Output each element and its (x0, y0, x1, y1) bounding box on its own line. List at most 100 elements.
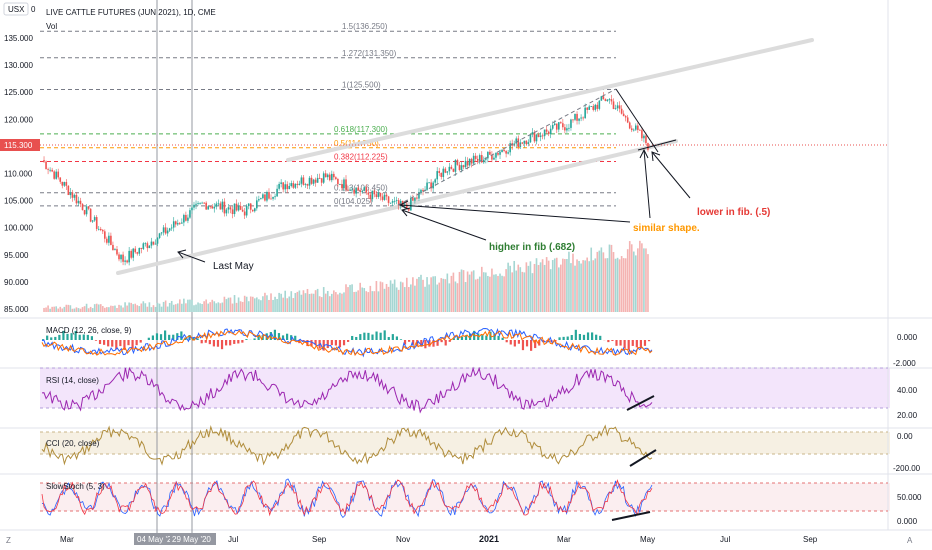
candle-body (549, 128, 552, 135)
candle-body (464, 160, 467, 168)
macd-histogram-bar (98, 340, 102, 345)
candle-body (59, 177, 62, 182)
volume-bar (136, 305, 139, 312)
volume-bar (152, 305, 155, 312)
macd-histogram-bar (570, 335, 573, 340)
macd-histogram-bar (310, 340, 313, 347)
volume-bar (564, 259, 566, 312)
volume-bar (108, 307, 110, 312)
volume-bar (162, 301, 165, 312)
candle-body (602, 96, 605, 100)
macd-histogram-bar (489, 331, 492, 340)
candle-body (294, 183, 297, 188)
volume-bar (91, 308, 94, 312)
volume-bar (258, 299, 260, 312)
volume-bar (637, 248, 639, 312)
candle-body (156, 237, 159, 244)
candle-body (588, 106, 591, 110)
macd-histogram-bar (176, 333, 179, 340)
volume-bar (343, 292, 345, 312)
candle-body (503, 149, 505, 151)
volume-bar (185, 303, 187, 312)
volume-bar (385, 283, 388, 312)
candle-body (442, 168, 445, 177)
volume-bar (448, 283, 451, 312)
volume-bar (324, 293, 327, 312)
candle-body (450, 166, 453, 169)
volume-bar (628, 241, 631, 312)
candle-body (63, 182, 66, 186)
macd-histogram-bar (505, 340, 508, 343)
volume-bar (379, 281, 382, 312)
volume-bars (43, 240, 649, 312)
candle-body (260, 198, 262, 200)
volume-bar (553, 258, 556, 312)
candle-body (620, 108, 623, 114)
volume-bar (57, 308, 60, 312)
candle-body (197, 203, 199, 204)
volume-bar (393, 279, 396, 312)
stoch-tick-0: 50.000 (897, 493, 922, 502)
candle-body (318, 177, 321, 179)
time-label-9: Sep (803, 535, 818, 544)
candle-body (369, 194, 372, 200)
volume-bar (489, 276, 491, 312)
volume-bar (630, 244, 633, 312)
candle-body (142, 243, 145, 249)
volume-bar (199, 303, 201, 312)
candle-body (614, 108, 617, 110)
volume-bar (166, 306, 169, 312)
candle-body (637, 125, 639, 130)
candle-body (557, 122, 560, 130)
candle-body (146, 243, 149, 249)
cci-line (41, 424, 653, 466)
macd-histogram-bar (111, 340, 114, 347)
candle-body (150, 241, 153, 246)
annotation-similar-shape: similar shape. (633, 223, 700, 234)
volume-bar (191, 299, 193, 312)
volume-bar (466, 271, 469, 312)
price-tick-6: 105.000 (4, 197, 33, 206)
candle-body (328, 174, 331, 181)
volume-bar (278, 292, 280, 312)
rsi-label: RSI (14, close) (46, 376, 99, 385)
volume-bar (584, 260, 586, 312)
volume-bar (142, 301, 145, 312)
volume-bar (69, 305, 72, 312)
volume-bar (438, 282, 441, 312)
currency-badge[interactable] (3, 2, 29, 16)
volume-bar (612, 252, 615, 312)
current-price-value: 115.300 (4, 141, 33, 150)
candle-body (543, 129, 546, 137)
volume-bar (560, 264, 562, 312)
candle-body (456, 160, 459, 165)
rsi-pane (41, 366, 653, 414)
candle-body (264, 194, 266, 201)
candle-body (385, 194, 388, 197)
macd-histogram-bar (78, 334, 81, 340)
volume-bar (436, 284, 439, 312)
candle-body (564, 127, 566, 131)
macd-histogram-bar (196, 338, 199, 340)
volume-bar (219, 303, 222, 312)
volume-bar (369, 285, 372, 312)
volume-bar (527, 265, 530, 312)
candle-body (217, 203, 220, 205)
candle-body (140, 247, 143, 249)
volume-bar (375, 281, 378, 312)
volume-bar (203, 301, 205, 312)
macd-histogram-bar (257, 334, 260, 340)
volume-bar (586, 257, 588, 312)
macd-tick-1: -2.000 (893, 359, 916, 368)
auto-scale-icon[interactable]: A (907, 536, 913, 545)
candle-body (69, 192, 72, 196)
candle-body (91, 220, 94, 222)
candle-body (134, 248, 137, 253)
candle-body (515, 138, 518, 144)
volume-bar (239, 301, 242, 312)
candle-body (183, 214, 185, 223)
candle-body (314, 179, 317, 183)
zoom-icon[interactable]: Z (6, 536, 11, 545)
candle-body (99, 228, 102, 231)
